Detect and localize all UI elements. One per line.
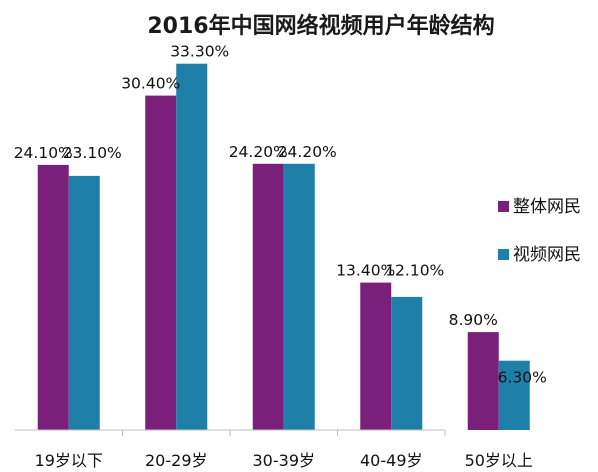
x-tick-label-2: 30-39岁 — [253, 451, 316, 470]
x-tick-label-0: 19岁以下 — [35, 451, 103, 470]
data-label-video-2: 24.20% — [278, 143, 337, 161]
bar-overall-0 — [37, 164, 69, 430]
bar-video-2 — [283, 163, 315, 431]
legend-label-video: 视频网民 — [513, 245, 581, 265]
chart-title: 2016年中国网络视频用户年龄结构 — [147, 13, 494, 39]
legend-label-overall: 整体网民 — [513, 197, 581, 217]
bars-group — [37, 63, 530, 431]
data-label-overall-1: 30.40% — [121, 75, 180, 93]
bar-overall-1 — [145, 95, 177, 430]
bar-video-3 — [391, 296, 423, 430]
data-label-video-1: 33.30% — [170, 43, 229, 61]
legend-swatch-video — [498, 249, 509, 260]
legend-swatch-overall — [498, 201, 509, 212]
bar-video-4 — [498, 360, 530, 430]
x-tick-label-1: 20-29岁 — [145, 451, 208, 470]
data-label-video-0: 23.10% — [63, 144, 122, 162]
bar-overall-2 — [252, 163, 284, 431]
data-label-overall-3: 13.40% — [336, 262, 395, 280]
x-tick-label-4: 50岁以上 — [465, 451, 533, 470]
bar-video-0 — [68, 175, 100, 430]
x-tick-label-3: 40-49岁 — [360, 451, 423, 470]
data-label-video-4: 6.30% — [498, 369, 547, 387]
data-label-video-3: 12.10% — [385, 262, 444, 280]
data-label-overall-4: 8.90% — [449, 311, 498, 329]
data-labels-group: 24.10%23.10% 30.40% 33.30% 24.20%24.20% 13.4… — [14, 43, 547, 387]
data-label-overall-2: 24.20% — [229, 143, 288, 161]
bar-overall-3 — [360, 282, 392, 430]
x-tick-labels-group: 19岁以下 20-29岁 30-39岁 40-49岁 50岁以上 — [35, 430, 533, 470]
data-label-overall-0: 24.10% — [14, 144, 73, 162]
bar-video-1 — [176, 63, 208, 430]
bar-overall-4 — [467, 332, 499, 430]
